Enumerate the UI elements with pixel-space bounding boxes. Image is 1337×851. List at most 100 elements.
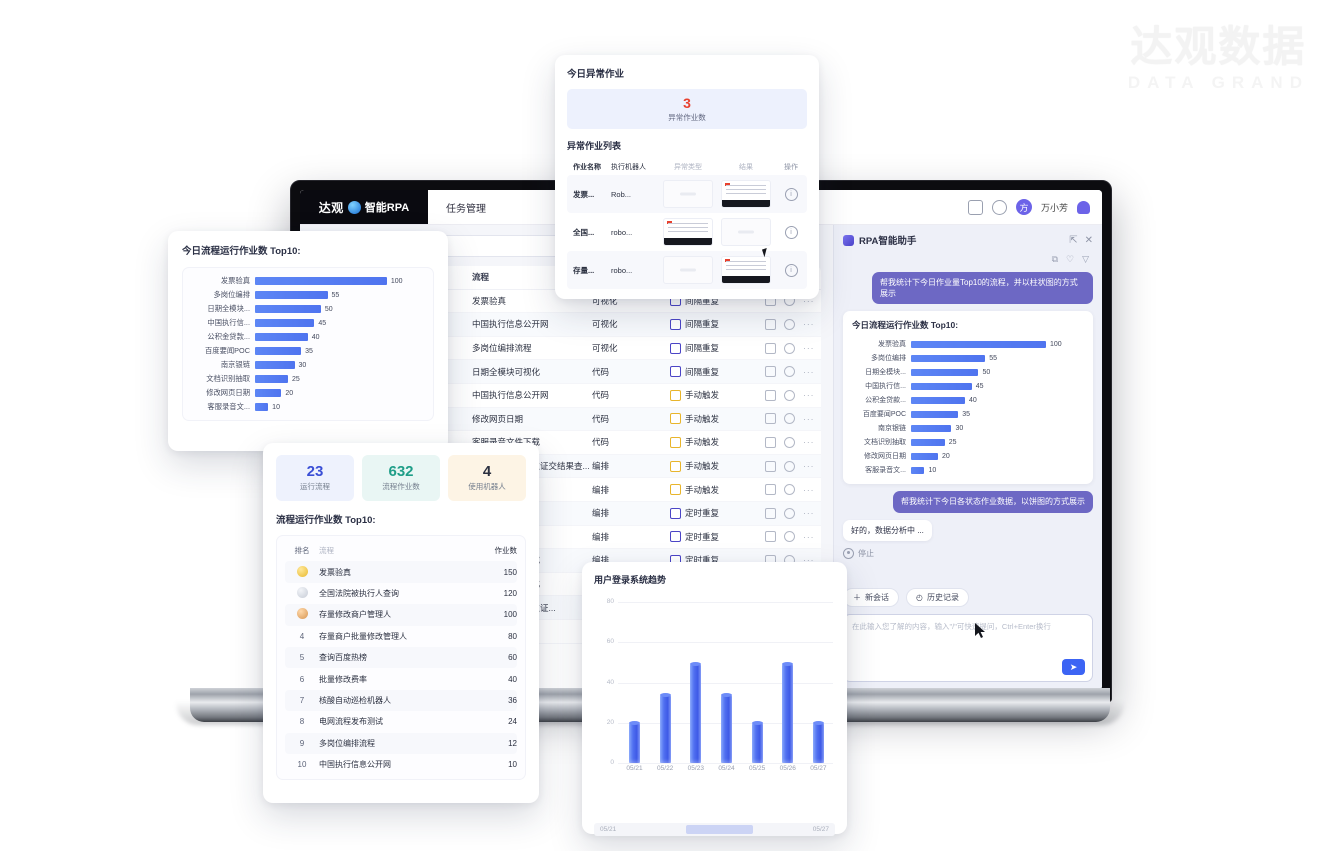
screenshot-thumbnail[interactable] (663, 180, 713, 208)
cell-flow-type: 编排 (592, 461, 610, 472)
list-item[interactable]: 6 批量修改费率 40 (285, 668, 517, 689)
rank-flow-name: 存量修改商户管理人 (319, 610, 391, 620)
info-icon[interactable] (784, 507, 795, 519)
bar-label: 文档识别抽取 (206, 374, 250, 383)
stop-icon (843, 547, 854, 559)
bar-column[interactable] (683, 602, 708, 763)
more-icon[interactable]: ··· (803, 437, 815, 448)
help-icon[interactable] (991, 199, 1007, 215)
info-icon[interactable] (784, 389, 795, 401)
tab-task-management[interactable]: 任务管理 (446, 203, 486, 215)
new-session-button[interactable]: ＋ 新会话 (843, 588, 899, 607)
more-icon[interactable]: ··· (803, 343, 815, 354)
edit-icon[interactable] (765, 531, 776, 543)
list-item[interactable]: 发票验真 150 (285, 561, 517, 583)
bar-value: 55 (331, 291, 340, 299)
info-icon[interactable] (784, 342, 795, 354)
more-icon[interactable]: ··· (803, 461, 815, 472)
more-icon[interactable]: ··· (803, 413, 815, 424)
list-item[interactable]: 5 查询百度热榜 60 (285, 646, 517, 669)
info-icon[interactable] (784, 531, 795, 543)
document-icon[interactable] (967, 199, 983, 215)
screenshot-thumbnail[interactable] (721, 256, 771, 284)
slider-right-label: 05/27 (812, 826, 829, 833)
avatar[interactable]: 方 (1015, 199, 1032, 215)
list-item[interactable]: 8 电网流程发布测试 24 (285, 711, 517, 732)
edit-icon[interactable] (765, 342, 776, 354)
list-item[interactable]: 存量修改商户管理人 100 (285, 604, 517, 626)
list-item[interactable]: 7 核酸自动巡检机器人 36 (285, 689, 517, 712)
send-icon[interactable]: ➤ (1062, 659, 1085, 675)
info-icon[interactable] (784, 484, 795, 496)
info-icon[interactable] (784, 366, 795, 378)
exception-row[interactable]: 存量... robo... i (567, 251, 807, 289)
edit-icon[interactable] (765, 389, 776, 401)
bar-column[interactable] (806, 602, 831, 763)
bar-track: 55 (911, 354, 1084, 363)
more-icon[interactable]: ··· (803, 366, 815, 377)
more-icon[interactable]: ··· (803, 508, 815, 519)
bar-row: 修改网页日期 20 (852, 450, 1084, 462)
info-icon[interactable] (784, 413, 795, 425)
exception-action[interactable]: i (775, 187, 807, 201)
info-icon[interactable]: i (784, 187, 798, 201)
info-icon[interactable]: i (784, 263, 798, 277)
bar-label: 公积金贷款... (207, 332, 250, 341)
cell-trigger: 定时重复 (670, 507, 765, 519)
edit-icon[interactable] (765, 436, 776, 448)
more-icon[interactable]: ··· (803, 295, 815, 306)
trigger-icon (670, 366, 681, 378)
edit-icon[interactable] (765, 366, 776, 378)
bar-column[interactable] (775, 602, 800, 763)
bar-label: 南京银链 (878, 425, 906, 433)
screenshot-thumbnail[interactable] (663, 256, 713, 284)
trigger-label: 定时重复 (685, 531, 720, 542)
history-button[interactable]: ◴ 历史记录 (906, 588, 969, 607)
copy-icon[interactable]: ⧉ (1051, 254, 1058, 264)
thumbs-down-icon[interactable]: ▽ (1082, 254, 1089, 264)
edit-icon[interactable] (765, 484, 776, 496)
list-item[interactable]: 9 多岗位编排流程 12 (285, 732, 517, 754)
exception-action[interactable]: i (775, 263, 807, 277)
more-icon[interactable]: ··· (803, 555, 815, 566)
info-icon[interactable] (784, 436, 795, 448)
notification-bell-icon[interactable] (1077, 200, 1090, 214)
bar-column[interactable] (745, 602, 770, 763)
bar-column[interactable] (714, 602, 739, 763)
bar (782, 662, 794, 763)
screenshot-thumbnail[interactable] (663, 218, 713, 246)
stop-generation-button[interactable]: 停止 (843, 547, 1093, 559)
list-item[interactable]: 全国法院被执行人查询 120 (285, 583, 517, 604)
more-icon[interactable]: ··· (803, 319, 815, 330)
list-item[interactable]: 4 存量商户批量修改管理人 80 (285, 626, 517, 647)
close-icon[interactable]: ✕ (1084, 234, 1093, 246)
more-icon[interactable]: ··· (803, 390, 815, 401)
edit-icon[interactable] (765, 460, 776, 472)
trigger-icon (670, 436, 681, 448)
cell-flow: 发票验真 (472, 295, 507, 306)
thumbnail-bar (664, 238, 712, 245)
bar-fill (911, 382, 972, 391)
rank-flow-name: 存量商户批量修改管理人 (319, 631, 407, 641)
thumbs-up-icon[interactable]: ♡ (1066, 254, 1075, 264)
more-icon[interactable]: ··· (803, 484, 815, 495)
trend-range-slider[interactable]: 05/21 05/27 (594, 823, 835, 836)
bar-column[interactable] (622, 602, 647, 763)
screenshot-thumbnail[interactable] (721, 180, 771, 208)
list-item[interactable]: 10 中国执行信息公开网 10 (285, 754, 517, 775)
assistant-input[interactable]: 在此输入您了解的内容，输入"/"可快速提问，Ctrl+Enter换行 ➤ (843, 614, 1093, 682)
edit-icon[interactable] (765, 507, 776, 519)
info-icon[interactable] (784, 318, 795, 330)
expand-icon[interactable]: ⇱ (1069, 234, 1078, 246)
edit-icon[interactable] (765, 318, 776, 330)
edit-icon[interactable] (765, 413, 776, 425)
info-icon[interactable]: i (784, 225, 798, 239)
bar-column[interactable] (653, 602, 678, 763)
exception-row[interactable]: 全国... robo... i (567, 213, 807, 251)
more-icon[interactable]: ··· (803, 531, 815, 542)
info-icon[interactable] (784, 460, 795, 472)
brand-logo[interactable]: 达观 智能RPA (300, 190, 428, 224)
exception-row[interactable]: 发票... Rob... i (567, 175, 807, 213)
screenshot-thumbnail[interactable] (721, 218, 771, 246)
exception-action[interactable]: i (775, 225, 807, 239)
